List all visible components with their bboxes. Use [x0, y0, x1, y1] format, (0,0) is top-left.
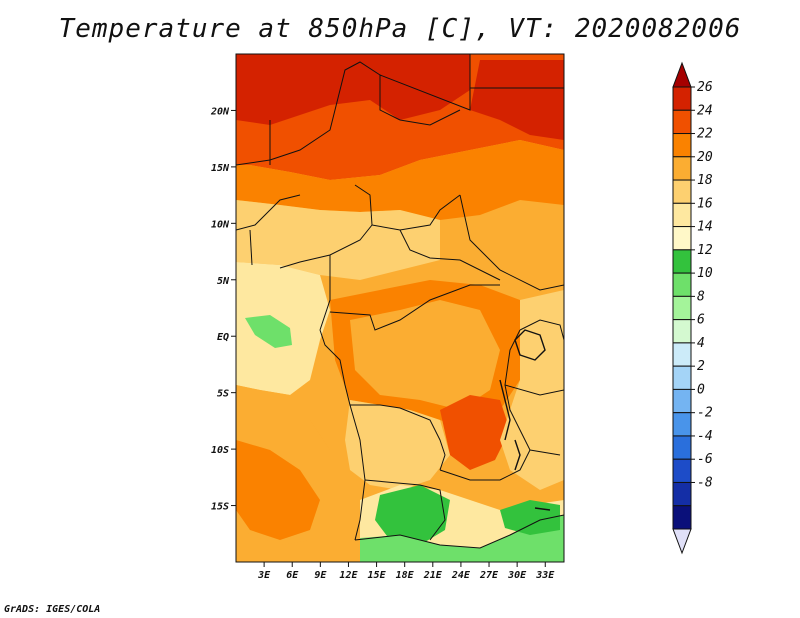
colorbar-swatch: [672, 412, 692, 437]
x-tick-label: 9E: [314, 570, 327, 581]
region-zambia-cool-south: [360, 515, 564, 562]
colorbar-label: -2: [697, 406, 713, 421]
colorbar-label: -4: [697, 429, 713, 444]
region-zambia-cool: [375, 485, 450, 545]
colorbar-label: 4: [697, 336, 705, 351]
x-tick-label: 3E: [257, 570, 271, 581]
x-tick-label: 24E: [451, 570, 471, 581]
region-gabon-lowlands: [245, 315, 292, 348]
colorbar-swatch: [672, 388, 692, 414]
colorbar-swatch: [672, 481, 692, 507]
colorbar-label: 2: [697, 359, 705, 374]
colorbar-swatch: [672, 505, 692, 530]
x-tick-label: 33E: [535, 570, 555, 581]
lakes: [499, 329, 551, 511]
colorbar-swatch: [672, 226, 692, 251]
region-congo-inner: [350, 300, 500, 410]
y-axis: 20N 15N 10N 5N EQ 5S 10S 15S: [210, 106, 236, 513]
region-angola: [345, 400, 450, 490]
x-tick-label: 6E: [286, 570, 299, 581]
colorbar-label: 12: [697, 243, 713, 258]
colorbar-label: 16: [697, 196, 713, 211]
colorbar-label: 24: [697, 103, 713, 118]
colorbar-label: 20: [697, 150, 713, 165]
x-tick-label: 18E: [396, 570, 415, 581]
colorbar-swatch: [672, 365, 692, 390]
colorbar-swatch: [672, 319, 692, 344]
colorbar-swatch: [672, 295, 692, 321]
colorbar-label: 6: [697, 313, 705, 328]
colorbar-label: 22: [697, 127, 713, 142]
map-frame: [235, 53, 565, 563]
x-tick-label: 12E: [339, 570, 358, 581]
colorbar-label: 10: [697, 266, 713, 281]
colorbar-label: 14: [697, 220, 713, 235]
colorbar-swatch: [672, 86, 692, 111]
x-axis: 3E 6E 9E 12E 15E 18E 21E 24E 27E 30E 33E: [257, 562, 555, 581]
colorbar-swatch: [672, 249, 692, 274]
colorbar-swatch: [672, 179, 692, 204]
colorbar-swatch: [672, 109, 692, 135]
colorbar-swatch: [672, 458, 692, 483]
y-tick-label: 20N: [210, 106, 230, 117]
y-tick-label: 15S: [211, 502, 229, 513]
x-tick-label: 30E: [507, 570, 527, 581]
colorbar-swatch: [672, 272, 692, 297]
region-sahara-core: [236, 54, 470, 125]
region-katanga: [440, 395, 510, 470]
colorbar-label: -8: [697, 475, 713, 490]
region-east-africa: [500, 290, 564, 490]
region-angola-coast: [236, 440, 320, 540]
x-tick-label: 15E: [368, 570, 387, 581]
colorbar-swatch: [672, 342, 692, 367]
colorbar-label: 0: [697, 382, 705, 397]
y-tick-label: 10N: [211, 219, 230, 230]
colorbar-swatch: [672, 133, 692, 158]
y-tick-label: EQ: [217, 332, 229, 343]
region-central: [236, 200, 440, 280]
colorbar-label: 8: [697, 289, 705, 304]
colorbar-bottom-arrow: [672, 528, 692, 555]
chart-title: Temperature at 850hPa [C], VT: 202008200…: [58, 14, 742, 44]
region-sahel: [236, 140, 564, 220]
colorbar-top-arrow: [672, 61, 692, 88]
colorbar-label: -6: [697, 452, 713, 467]
temperature-field: [236, 54, 564, 562]
colorbar-swatch: [672, 156, 692, 181]
y-tick-label: 15N: [211, 163, 230, 174]
colorbar-swatch: [672, 202, 692, 228]
x-tick-label: 27E: [479, 570, 499, 581]
y-tick-label: 5S: [217, 389, 229, 400]
x-tick-label: 21E: [423, 570, 443, 581]
region-sahara-east: [470, 60, 564, 140]
colorbar-swatch: [672, 435, 692, 460]
colorbar-label: 18: [697, 173, 713, 188]
grads-credit: GrADS: IGES/COLA: [4, 604, 101, 615]
y-tick-label: 10S: [211, 445, 229, 456]
country-borders: [236, 54, 564, 549]
colorbar-label: 26: [697, 80, 713, 95]
y-tick-label: 5N: [217, 276, 230, 287]
